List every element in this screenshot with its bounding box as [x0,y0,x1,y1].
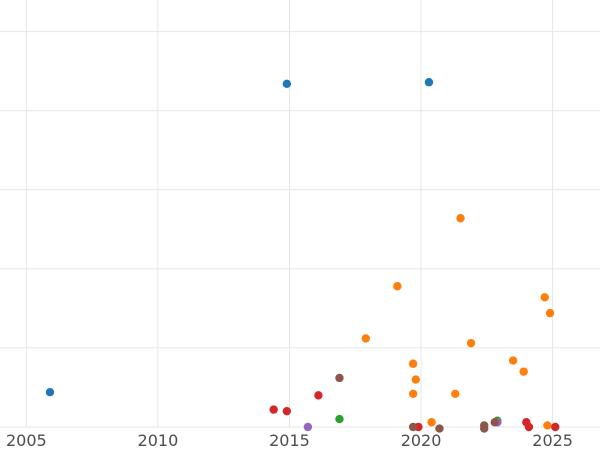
data-point-s5-2 [435,424,444,433]
gridlines [0,0,600,428]
data-point-s1-6 [451,389,460,398]
data-point-s0-2 [424,78,434,87]
data-point-s3-6 [551,422,560,432]
x-tick-label-2025: 2025 [532,431,573,450]
data-point-s1-8 [466,338,476,348]
data-point-s1-12 [545,308,555,318]
data-point-s1-7 [456,214,465,223]
data-point-s5-1 [408,422,418,432]
data-point-s3-2 [314,391,323,400]
data-point-s1-10 [519,367,528,376]
data-point-s2-0 [335,414,344,424]
data-point-s5-5 [490,418,499,427]
x-tick-label-2010: 2010 [138,431,179,450]
data-point-s3-5 [524,422,534,432]
x-tick-label-2005: 2005 [6,431,47,450]
data-point-s1-3 [411,375,420,384]
x-tick-label-2020: 2020 [401,431,442,450]
data-point-s1-2 [408,359,418,368]
data-point-s3-1 [282,406,292,416]
data-point-s0-1 [282,79,292,89]
data-point-s3-0 [269,405,278,414]
data-point-s4-0 [303,422,313,432]
data-point-s1-11 [540,293,549,302]
data-point-s1-13 [543,421,552,430]
data-point-s5-4 [480,424,489,433]
data-point-s1-0 [361,334,370,343]
x-axis-ticks: 2005 2010 2015 2020 2025 [6,431,573,450]
data-point-s1-9 [508,356,518,365]
data-point-s1-5 [427,418,436,427]
x-tick-label-2015: 2015 [269,431,310,450]
data-point-s1-1 [393,282,402,291]
data-point-s0-0 [45,388,55,397]
data-points [45,78,560,433]
data-point-s5-0 [335,373,344,383]
data-point-s1-4 [408,389,418,398]
